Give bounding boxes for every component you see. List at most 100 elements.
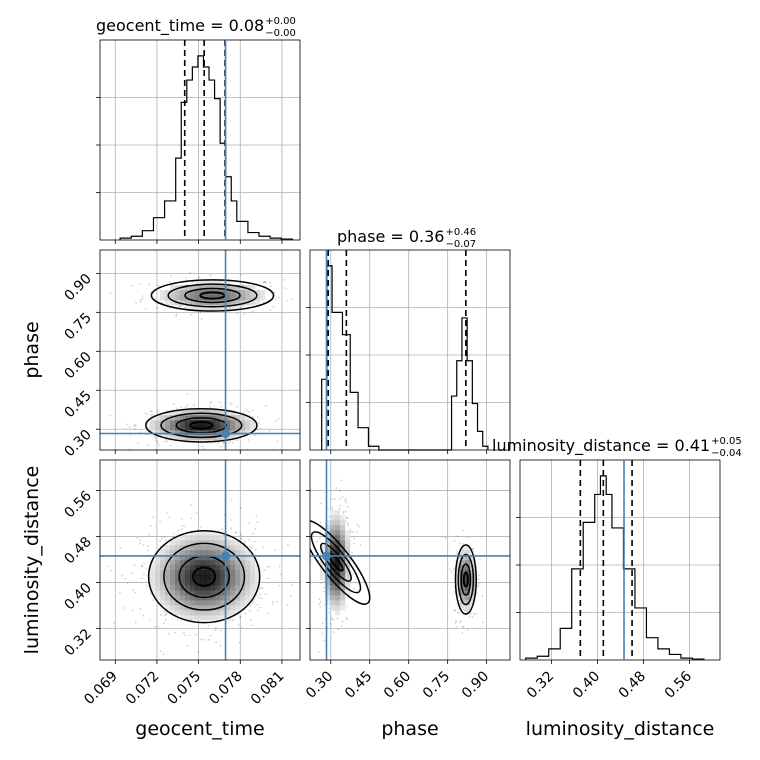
sample-point — [317, 651, 320, 653]
sample-point — [133, 425, 136, 427]
density-cell — [230, 545, 236, 551]
sample-point — [168, 516, 171, 519]
sample-point — [230, 403, 233, 406]
density-cell — [195, 560, 201, 566]
density-cell — [460, 580, 466, 586]
density-cell — [340, 580, 346, 586]
density-cell — [240, 295, 246, 301]
sample-point — [271, 600, 274, 603]
density-cell — [210, 605, 216, 611]
sample-point — [169, 280, 172, 283]
sample-point — [263, 569, 266, 571]
sample-point — [153, 435, 156, 438]
sample-point — [264, 593, 267, 595]
sample-point — [209, 402, 212, 404]
density-cell — [240, 570, 246, 576]
sample-point — [145, 567, 148, 570]
contour-line — [167, 283, 258, 308]
sample-point — [453, 539, 456, 542]
sample-point — [345, 516, 348, 519]
sample-point — [157, 625, 159, 628]
sample-point — [240, 534, 243, 537]
density-cell — [255, 575, 261, 581]
sample-point — [471, 616, 474, 618]
density-cell — [200, 285, 206, 291]
density-cell — [335, 580, 341, 586]
density-cell — [165, 570, 171, 576]
density-cell — [165, 600, 171, 606]
density-cell — [160, 555, 166, 561]
sample-point — [147, 545, 150, 547]
sample-point — [220, 405, 223, 408]
density-cell — [170, 585, 176, 591]
density-cell — [225, 605, 231, 611]
sample-point — [359, 544, 362, 547]
sample-point — [200, 638, 202, 641]
density-cell — [200, 575, 206, 581]
density-cell — [240, 575, 246, 581]
density-cell — [195, 300, 201, 306]
sample-point — [462, 543, 464, 545]
sample-point — [247, 439, 250, 441]
sample-point — [264, 281, 267, 284]
sample-point — [319, 521, 322, 524]
density-cell — [330, 595, 336, 601]
sample-point — [146, 413, 149, 416]
sample-point — [239, 615, 242, 618]
density-cell — [230, 575, 236, 581]
density-cell — [255, 580, 261, 586]
density-cell — [225, 600, 231, 606]
density-cell — [250, 585, 256, 591]
density-cell — [230, 610, 236, 616]
density-cell — [220, 435, 226, 441]
sample-point — [230, 498, 233, 501]
sample-point — [287, 543, 289, 546]
density-cell — [185, 300, 191, 306]
scatter-panel-geocent_time-phase: 0.30 0.45 0.60 0.75 0.90 — [61, 249, 301, 460]
density-cell — [230, 435, 236, 441]
density-cell — [155, 575, 161, 581]
density-cell — [175, 410, 181, 416]
density-cell — [160, 430, 166, 436]
density-cell — [160, 550, 166, 556]
density-cell — [330, 575, 336, 581]
density-cell — [340, 560, 346, 566]
sample-point — [467, 536, 470, 539]
sample-point — [265, 405, 267, 407]
sample-point — [328, 611, 330, 614]
density-cell — [195, 600, 201, 606]
histogram-step — [321, 265, 489, 451]
density-cell — [210, 565, 216, 571]
title-lower-error: −0.04 — [711, 448, 742, 459]
sample-point — [452, 568, 455, 570]
density-cell — [175, 540, 181, 546]
density-cell — [205, 590, 211, 596]
density-cell — [225, 305, 231, 311]
density-cell — [210, 280, 216, 286]
sample-point — [245, 409, 248, 412]
density-cell — [225, 535, 231, 541]
density-cell — [230, 595, 236, 601]
density-cell — [185, 415, 191, 421]
density-cell — [195, 575, 201, 581]
density-cell — [335, 510, 341, 516]
density-cell — [225, 575, 231, 581]
density-cell — [200, 600, 206, 606]
density-cell — [155, 550, 161, 556]
sample-point — [195, 633, 198, 636]
title-lower-error: −0.07 — [445, 239, 476, 250]
sample-point — [240, 538, 243, 541]
density-cell — [325, 525, 331, 531]
density-cell — [195, 615, 201, 621]
panel-content — [310, 460, 510, 660]
density-cell — [225, 590, 231, 596]
density-cell — [160, 545, 166, 551]
density-cell — [230, 420, 236, 426]
sample-point — [190, 504, 193, 506]
sample-point — [178, 305, 181, 308]
density-cell — [335, 595, 341, 601]
density-cell — [215, 305, 221, 311]
sample-point — [321, 622, 324, 625]
density-cell — [195, 605, 201, 611]
sample-point — [152, 599, 155, 601]
